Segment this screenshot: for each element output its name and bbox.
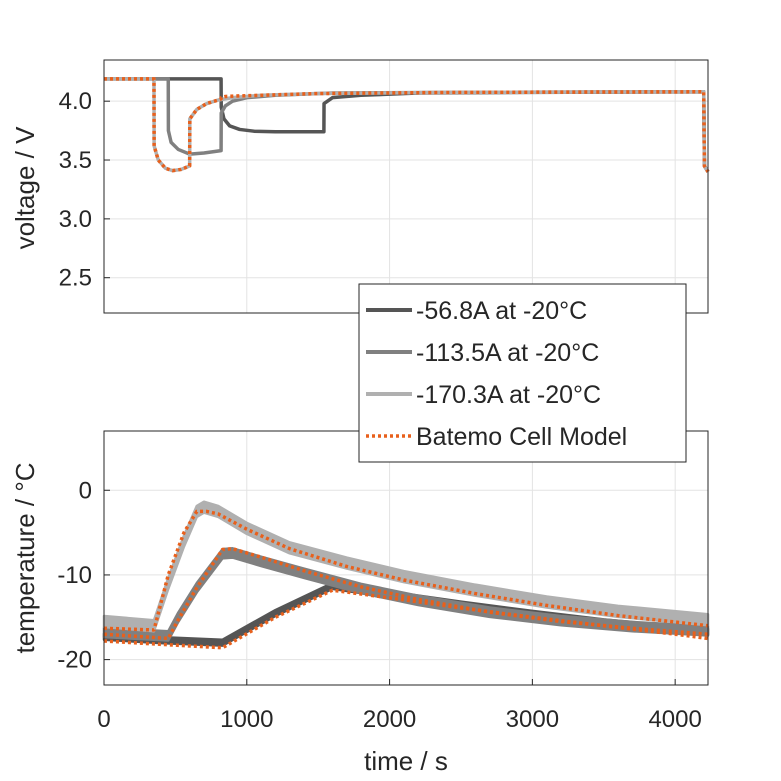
- x-tick-label: 3000: [506, 706, 559, 733]
- x-tick-label: 2000: [363, 706, 416, 733]
- series-batemo-cell-model-line: [103, 509, 709, 632]
- voltage-grid: [103, 60, 708, 313]
- series-batemo-cell-model-line: [103, 546, 709, 641]
- y-tick-label: 2.5: [59, 265, 92, 292]
- y-tick-label: 0: [79, 477, 92, 504]
- temperature-chart: -20 -10 0 0 1000 2000 3000 4000 temperature / …: [10, 430, 710, 776]
- y-tick-label: -20: [57, 647, 92, 674]
- time-x-axis-label: time / s: [364, 746, 448, 776]
- voltage-y-ticks: 2.5 3.0 3.5 4.0: [59, 88, 110, 292]
- temperature-x-ticks: 0 1000 2000 3000 4000: [97, 679, 702, 733]
- legend: -56.8A at -20°C -113.5A at -20°C -170.3A a…: [358, 283, 687, 463]
- legend-box: [358, 283, 687, 463]
- x-tick-label: 4000: [648, 706, 701, 733]
- legend-label-56-8a-at-20-c: -56.8A at -20°C: [416, 297, 587, 325]
- voltage-series: [104, 77, 710, 173]
- temperature-y-axis-label: temperature / °C: [10, 462, 40, 653]
- voltage-plot-area: [104, 60, 708, 313]
- temperature-y-ticks: -20 -10 0: [57, 477, 110, 674]
- x-tick-label: 1000: [220, 706, 273, 733]
- legend-label-170-3a-at-20-c: -170.3A at -20°C: [416, 381, 601, 409]
- y-tick-label: 4.0: [59, 88, 92, 115]
- y-tick-label: 3.0: [59, 206, 92, 233]
- y-tick-label: -10: [57, 562, 92, 589]
- voltage-y-axis-label: voltage / V: [10, 126, 40, 250]
- legend-label-113-5a-at-20-c: -113.5A at -20°C: [416, 339, 599, 367]
- legend-label-batemo-cell-model: Batemo Cell Model: [416, 423, 627, 451]
- series-batemo-cell-model-line: [103, 588, 709, 650]
- legend-entries: -56.8A at -20°C -113.5A at -20°C -170.3A a…: [366, 297, 627, 451]
- voltage-chart: 2.5 3.0 3.5 4.0 voltage / V: [10, 59, 710, 314]
- y-tick-label: 3.5: [59, 147, 92, 174]
- x-tick-label: 0: [97, 706, 110, 733]
